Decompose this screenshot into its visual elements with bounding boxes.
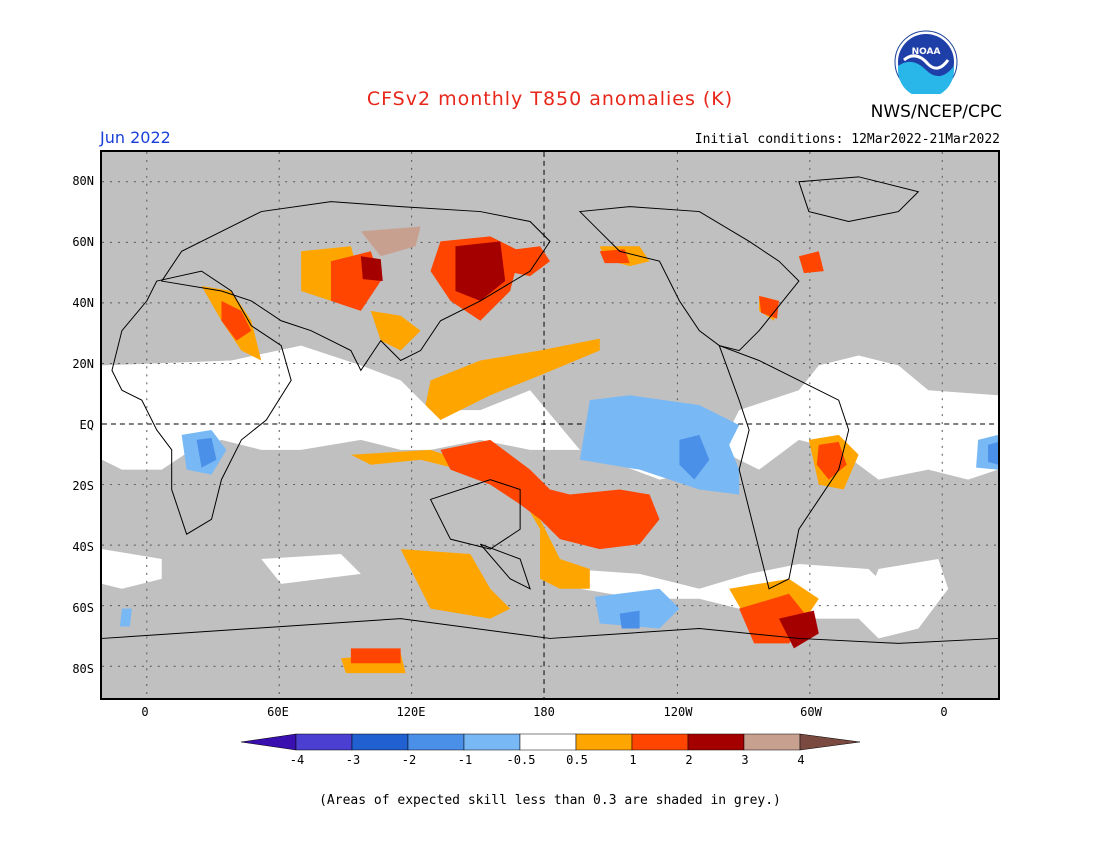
initial-conditions: Initial conditions: 12Mar2022-21Mar2022 [694,132,1000,147]
lat-label-20n: 20N [72,357,94,371]
positive-anomalies-very-strong [360,241,819,649]
logo-text: NOAA [912,47,941,57]
neutral-patch-southern [102,549,949,639]
colorbar-label-05: 0.5 [566,753,588,767]
colorbar-segment-4 [463,733,521,751]
color-legend [240,733,861,751]
colorbar-label-neg1: -1 [457,753,473,767]
lon-label-120w: 120W [663,705,693,719]
lon-label-60e: 60E [267,705,289,719]
lat-label-20s: 20S [72,479,94,493]
colorbar-segment-5 [519,733,577,751]
colorbar-label-neg4: -4 [289,753,305,767]
colorbar-segment-0 [240,733,297,751]
agency-label: NWS/NCEP/CPC [870,102,1002,122]
lat-label-60n: 60N [72,235,94,249]
chart-title: CFSv2 monthly T850 anomalies (K) [366,88,734,110]
lat-label-60s: 60S [72,601,94,615]
colorbar-label-neg05: -0.5 [506,753,536,767]
anomaly-map [100,150,1000,700]
noaa-logo-icon: NOAA [894,30,958,94]
colorbar-segment-3 [407,733,465,751]
lon-label-60w: 60W [800,705,822,719]
colorbar-label-2: 2 [685,753,693,767]
colorbar-label-3: 3 [741,753,749,767]
colorbar-label-4: 4 [797,753,805,767]
colorbar-label-1: 1 [629,753,637,767]
colorbar-segment-6 [575,733,633,751]
lat-label-40n: 40N [72,296,94,310]
lon-label-0: 0 [141,705,149,719]
lat-label-eq: EQ [79,418,94,432]
coastlines [102,176,998,644]
colorbar-segment-8 [687,733,745,751]
lon-label-180: 180 [533,705,555,719]
footnote: (Areas of expected skill less than 0.3 a… [319,793,781,808]
lon-label-0-east: 0 [940,705,948,719]
colorbar-segment-2 [351,733,409,751]
colorbar-segment-10 [799,733,861,751]
lat-label-80n: 80N [72,174,94,188]
negative-anomalies-strong [196,434,998,629]
lat-label-40s: 40S [72,540,94,554]
colorbar-segment-1 [295,733,353,751]
colorbar-label-neg3: -3 [345,753,361,767]
forecast-month: Jun 2022 [100,128,171,147]
colorbar-segment-7 [631,733,689,751]
colorbar-label-neg2: -2 [401,753,417,767]
lat-label-80s: 80S [72,662,94,676]
positive-anomalies-extreme [360,226,421,257]
lon-label-120e: 120E [396,705,426,719]
neutral-band [102,345,998,480]
reference-lines [102,152,998,698]
colorbar-segment-9 [743,733,801,751]
